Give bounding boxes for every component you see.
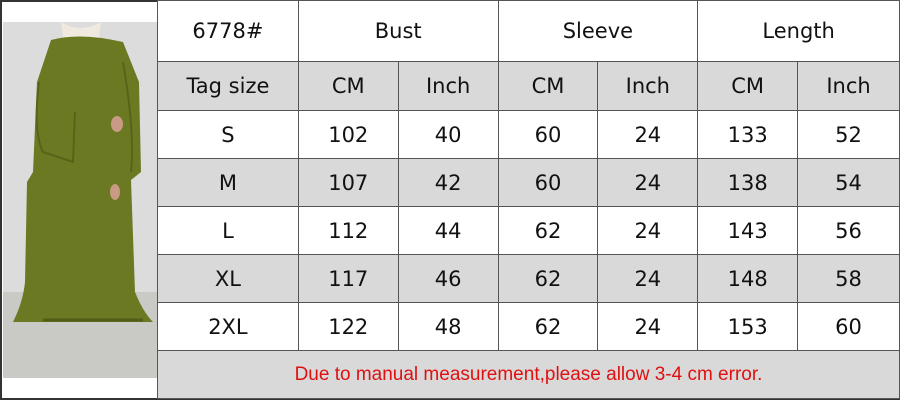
measurement-cell: 148 (697, 254, 799, 303)
unit-cell: Inch (797, 61, 900, 111)
size-label: 2XL (157, 302, 299, 351)
size-row: M 107 42 60 24 138 54 (157, 158, 900, 207)
measurement-cell: 138 (697, 158, 799, 207)
measurement-cell: 143 (697, 206, 799, 255)
measurement-cell: 58 (797, 254, 900, 303)
measurement-cell: 24 (597, 158, 699, 207)
measurement-cell: 44 (397, 206, 499, 255)
unit-cell: CM (497, 61, 599, 111)
group-bust: Bust (297, 0, 499, 62)
unit-cell: Inch (597, 61, 699, 111)
measurement-note: Due to manual measurement,please allow 3… (157, 350, 900, 399)
product-photo (3, 22, 157, 378)
size-label: L (157, 206, 299, 255)
measurement-cell: 56 (797, 206, 900, 255)
measurement-cell: 102 (297, 110, 399, 159)
size-label: M (157, 158, 299, 207)
measurement-cell: 40 (397, 110, 499, 159)
measurement-cell: 48 (397, 302, 499, 351)
measurement-cell: 62 (497, 206, 599, 255)
group-sleeve: Sleeve (497, 0, 699, 62)
unit-cell: CM (297, 61, 399, 111)
size-row: S 102 40 60 24 133 52 (157, 110, 900, 159)
measurement-cell: 112 (297, 206, 399, 255)
measurement-cell: 60 (797, 302, 900, 351)
header-row: 6778# Bust Sleeve Length (157, 0, 900, 62)
size-label: XL (157, 254, 299, 303)
measurement-cell: 24 (597, 302, 699, 351)
unit-row: Tag size CM Inch CM Inch CM Inch (157, 61, 900, 111)
size-label: S (157, 110, 299, 159)
measurement-cell: 122 (297, 302, 399, 351)
measurement-cell: 60 (497, 158, 599, 207)
measurement-cell: 107 (297, 158, 399, 207)
model-number: 6778# (157, 0, 299, 62)
measurement-cell: 46 (397, 254, 499, 303)
measurement-cell: 62 (497, 254, 599, 303)
size-row: L 112 44 62 24 143 56 (157, 206, 900, 255)
measurement-cell: 153 (697, 302, 799, 351)
group-length: Length (697, 0, 900, 62)
measurement-cell: 54 (797, 158, 900, 207)
note-row: Due to manual measurement,please allow 3… (157, 350, 900, 399)
measurement-cell: 24 (597, 254, 699, 303)
unit-cell: CM (697, 61, 799, 111)
tag-size-label: Tag size (157, 61, 299, 111)
measurement-cell: 24 (597, 110, 699, 159)
size-chart-table: 6778# Bust Sleeve Length Tag size CM Inc… (157, 0, 900, 399)
measurement-cell: 24 (597, 206, 699, 255)
measurement-cell: 62 (497, 302, 599, 351)
measurement-cell: 60 (497, 110, 599, 159)
measurement-cell: 52 (797, 110, 900, 159)
measurement-cell: 42 (397, 158, 499, 207)
unit-cell: Inch (397, 61, 499, 111)
measurement-cell: 133 (697, 110, 799, 159)
size-row: XL 117 46 62 24 148 58 (157, 254, 900, 303)
measurement-cell: 117 (297, 254, 399, 303)
size-row: 2XL 122 48 62 24 153 60 (157, 302, 900, 351)
